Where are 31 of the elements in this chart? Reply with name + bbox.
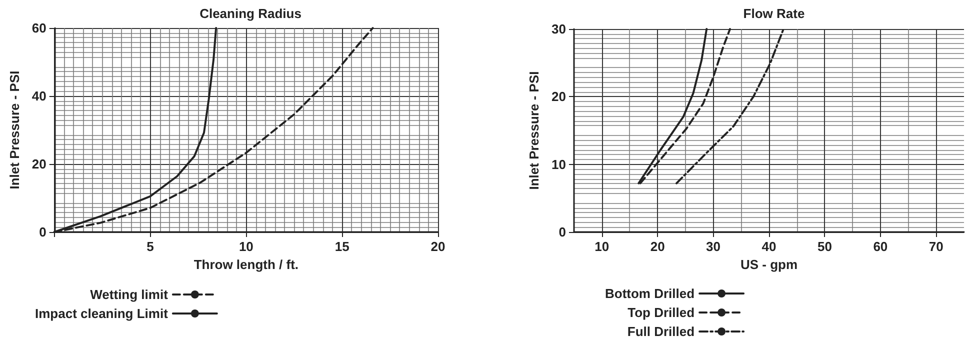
- x-tick-label: 50: [817, 239, 832, 254]
- y-tick-label: 20: [32, 156, 46, 172]
- legend-label: Top Drilled: [628, 305, 695, 320]
- y-tick-label: 0: [558, 224, 566, 240]
- line-series: [676, 28, 784, 184]
- y-tick-label: 40: [32, 88, 46, 104]
- y-tick-label: 10: [552, 156, 566, 172]
- x-tick-label: 20: [430, 239, 446, 254]
- x-tick-label: 5: [146, 239, 154, 254]
- chart-title: Cleaning Radius: [200, 6, 302, 21]
- y-tick-label: 30: [552, 22, 566, 36]
- x-tick-label: 40: [762, 239, 776, 254]
- x-tick-label: 70: [928, 239, 944, 254]
- x-tick-label: 20: [650, 239, 665, 254]
- y-tick-label: 20: [552, 89, 566, 104]
- x-tick-label: 60: [873, 239, 888, 254]
- legend-label: Full Drilled: [627, 324, 695, 339]
- legend-label: Bottom Drilled: [604, 286, 695, 301]
- y-tick-label: 0: [39, 224, 46, 240]
- x-axis-title: US - gpm: [740, 257, 798, 272]
- x-tick-label: 30: [706, 239, 721, 254]
- x-tick-label: 10: [594, 239, 610, 254]
- y-tick-label: 60: [32, 20, 46, 36]
- x-tick-label: 10: [238, 239, 254, 254]
- chart-title: Flow Rate: [743, 6, 805, 21]
- legend-label: Impact cleaning Limit: [34, 306, 169, 321]
- x-tick-label: 15: [334, 239, 350, 254]
- y-axis-title: Inlet Pressure - PSI: [526, 71, 542, 190]
- y-axis-title: Inlet Pressure - PSI: [7, 70, 22, 190]
- legend-label: Wetting limit: [90, 287, 169, 302]
- x-axis-title: Throw length / ft.: [194, 257, 299, 272]
